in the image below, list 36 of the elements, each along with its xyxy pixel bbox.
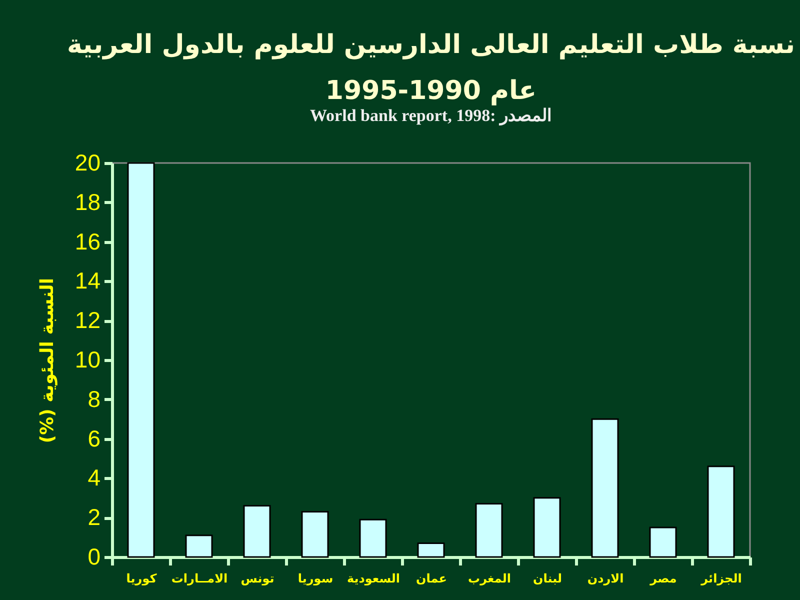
x-tick-label: لبنان [532, 572, 562, 586]
bar [417, 542, 445, 558]
y-tick-label: 10 [74, 346, 100, 372]
y-tick-label: 12 [74, 307, 100, 334]
x-tick-label: السعودية [346, 572, 400, 586]
x-tick-label: الامــارات [171, 572, 228, 586]
text: World bank report, 1998: المصدر [310, 106, 552, 126]
x-tick-label: الجزائر [700, 572, 742, 586]
x-tick-label: سوريا [298, 572, 334, 586]
x-tick-label: عمان [416, 572, 447, 586]
x-tick-label: المغرب [468, 572, 511, 586]
y-tick-label: 20 [74, 150, 100, 176]
bar [359, 518, 387, 558]
x-tick-label: كوريا [126, 572, 157, 586]
y-tick-label: 2 [88, 504, 100, 530]
x-tick-label: تونس [240, 572, 274, 586]
x-tick-label: الاردن [587, 572, 624, 586]
y-axis-title: (%) النسبة المئوية [36, 278, 58, 444]
bar [591, 418, 619, 558]
bar [533, 497, 561, 558]
bar [243, 505, 271, 558]
y-tick-label: 8 [88, 386, 100, 412]
bar [127, 162, 155, 558]
bar [707, 466, 735, 558]
y-tick-label: 14 [74, 268, 101, 294]
y-tick-label: 16 [74, 228, 100, 254]
y-tick-label: 0 [88, 544, 100, 570]
bar [649, 526, 677, 558]
x-tick-label: مصر [649, 572, 677, 586]
bar [475, 503, 503, 558]
bar [301, 510, 329, 558]
y-tick-label: 4 [88, 464, 101, 491]
chart-title: نسبة طلاب التعليم العالى الدارسين للعلوم بالدول العربية 1995-1990 عام [67, 30, 795, 106]
bar [185, 534, 213, 558]
y-tick-label: 6 [88, 425, 100, 452]
y-tick-label: 18 [74, 188, 100, 215]
